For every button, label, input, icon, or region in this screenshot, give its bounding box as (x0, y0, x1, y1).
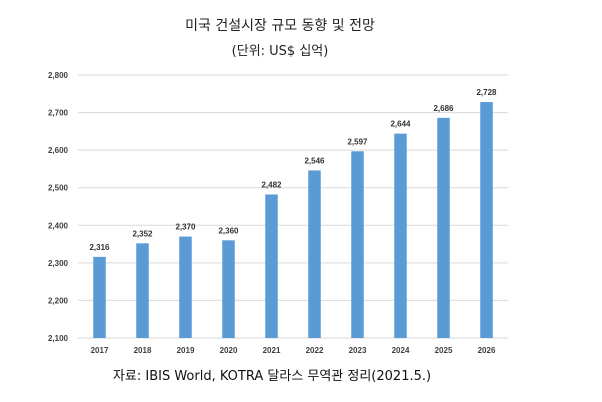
y-tick-label: 2,700 (48, 109, 69, 118)
chart-subtitle: (단위: US$ 십억) (232, 44, 329, 59)
bar-2018 (136, 243, 149, 338)
data-label: 2,482 (261, 180, 282, 189)
bar-2025 (437, 117, 450, 339)
source-note: 자료: IBIS World, KOTRA 달라스 무역관 정리(2021.5.… (113, 369, 431, 384)
x-tick-label: 2018 (134, 346, 152, 355)
x-tick-label: 2024 (392, 346, 410, 355)
x-axis-ticks: 2017 2018 2019 2020 2021 2022 2023 2024 2025 2026 (91, 346, 496, 355)
x-tick-label: 2020 (220, 346, 238, 355)
bar-2021 (265, 194, 278, 338)
y-tick-label: 2,100 (48, 334, 69, 343)
y-tick-label: 2,200 (48, 296, 69, 305)
data-labels: 2,316 2,352 2,370 2,360 2,482 2,546 2,597 2,644… (89, 88, 497, 252)
bar-2017 (93, 256, 106, 338)
y-tick-label: 2,800 (48, 71, 69, 80)
data-label: 2,352 (132, 229, 153, 238)
y-tick-label: 2,400 (48, 221, 69, 230)
x-tick-label: 2017 (91, 346, 109, 355)
bar-2023 (351, 151, 364, 338)
x-tick-label: 2022 (306, 346, 324, 355)
bar-2022 (308, 170, 321, 338)
data-label: 2,644 (390, 120, 411, 129)
data-label: 2,546 (304, 156, 325, 165)
chart-title: 미국 건설시장 규모 동향 및 전망 (185, 18, 375, 34)
x-tick-label: 2026 (478, 346, 496, 355)
bar-2020 (222, 240, 235, 338)
data-label: 2,728 (476, 88, 497, 97)
bar-2026 (480, 102, 493, 339)
gridlines (78, 74, 508, 339)
x-tick-label: 2023 (349, 346, 367, 355)
data-label: 2,360 (218, 226, 239, 235)
bar-2019 (179, 236, 192, 338)
bars (93, 102, 493, 339)
data-label: 2,597 (347, 137, 368, 146)
data-label: 2,316 (89, 243, 110, 252)
x-tick-label: 2025 (435, 346, 453, 355)
y-tick-label: 2,500 (48, 184, 69, 193)
y-tick-label: 2,600 (48, 146, 69, 155)
bar-2024 (394, 133, 407, 338)
x-tick-label: 2021 (263, 346, 281, 355)
y-axis-ticks: 2,100 2,200 2,300 2,400 2,500 2,600 2,700 2,800 (48, 71, 69, 343)
x-tick-label: 2019 (177, 346, 195, 355)
data-label: 2,686 (433, 104, 454, 113)
y-tick-label: 2,300 (48, 259, 69, 268)
data-label: 2,370 (175, 223, 196, 232)
